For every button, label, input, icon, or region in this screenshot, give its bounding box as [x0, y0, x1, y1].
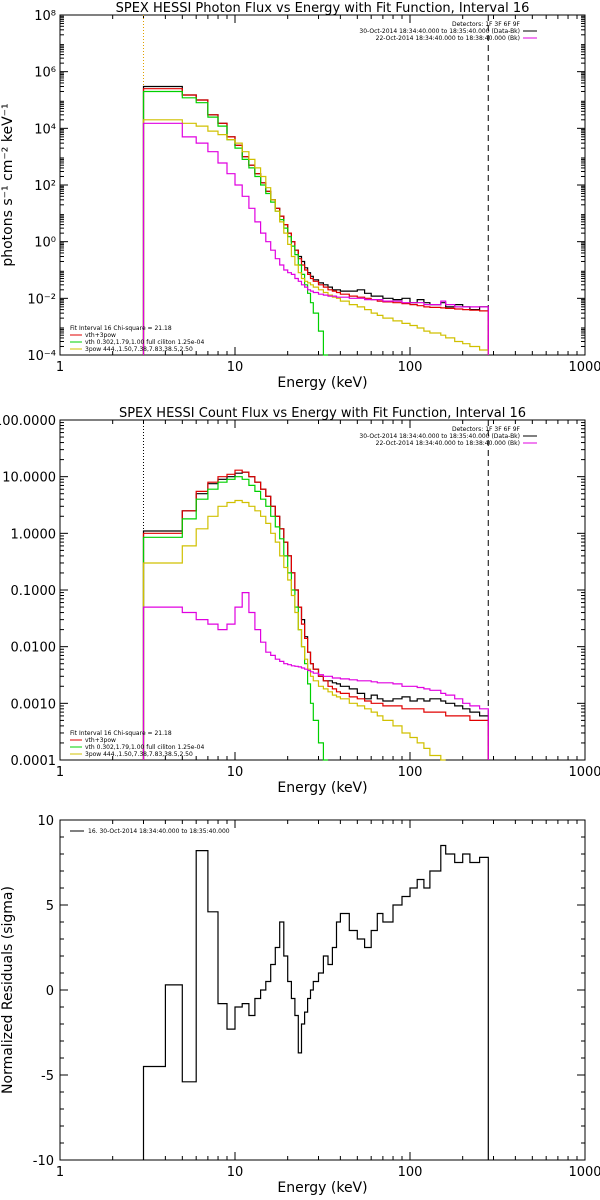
panel3-y-tick-label: 10 [37, 814, 54, 829]
panel2-series-vth-3pow [142, 469, 489, 760]
panel2-axes-frame [59, 419, 586, 761]
panel2-y-tick-label: 0.1000 [11, 584, 57, 599]
panel1-legend-header: Detectors: 1F 3F 6F 9F [452, 21, 521, 28]
panel3-series-16-30-oct-2014-18-34-40- [142, 844, 489, 1160]
panel2-series-3pow [142, 499, 446, 761]
panel2-series-data-bk [142, 471, 489, 760]
panel2-fit-legend-entry: vth+3pow [85, 737, 116, 744]
panel1-series-vth [142, 90, 328, 356]
panel2-title: SPEX HESSI Count Flux vs Energy with Fit… [119, 406, 526, 421]
panel1-axes-frame [59, 14, 586, 356]
panel2-legend-entry: 30-Oct-2014 18:34:40.000 to 18:35:40.000… [359, 433, 520, 440]
panel2-y-tick-label: 0.0001 [11, 754, 57, 769]
panel1-y-axis-label: photons s⁻¹ cm⁻² keV⁻¹ [0, 103, 16, 266]
panel2-y-tick-label: 0.0010 [11, 697, 57, 712]
panel2-legend-entry: 22-Oct-2014 18:34:40.000 to 18:38:40.000… [376, 440, 520, 447]
panel1-y-tick-label: 10² [34, 179, 56, 194]
panel1-legend-entry: 30-Oct-2014 18:34:40.000 to 18:35:40.000… [359, 28, 520, 35]
panel3-y-tick-label: -5 [41, 1069, 54, 1084]
panel1-y-tick-label: 10⁰ [34, 236, 56, 251]
panel1-fit-legend-entry: 3pow 444.,1.50,7.38,7.83,38.5,2.50 [85, 346, 193, 353]
panel1-y-tick-label: 10⁸ [34, 9, 56, 24]
panel2-series-vth [142, 476, 328, 761]
panel1-y-tick-label: 10⁴ [34, 122, 56, 137]
panel1-series-data-bk [142, 85, 489, 355]
panel1-series-bk [142, 122, 489, 355]
panel1-x-tick-label: 10 [227, 360, 244, 375]
panel2-fit-legend-entry: vth 0.302,1.79,1.00 full ciliton 1.25e-0… [85, 744, 204, 751]
panel2-y-tick-label: 100.0000 [0, 414, 56, 429]
panel1-fit-legend-entry: vth+3pow [85, 332, 116, 339]
panel2-y-tick-label: 10.0000 [2, 471, 56, 486]
panel2-y-tick-label: 0.0100 [11, 641, 57, 656]
panel3-y-tick-label: 5 [46, 899, 54, 914]
panel3-legend-entry: 16. 30-Oct-2014 18:34:40.000 to 18:35:40… [88, 828, 230, 835]
panel1-y-tick-label: 10⁻² [27, 292, 56, 307]
panel3-y-axis-label: Normalized Residuals (sigma) [0, 886, 16, 1094]
panel1-x-tick-label: 100 [398, 360, 423, 375]
panel3-x-tick-label: 10 [227, 1165, 244, 1180]
panel1-fit-legend-entry: vth 0.302,1.79,1.00 full ciliton 1.25e-0… [85, 339, 204, 346]
panel3-x-tick-label: 1 [56, 1165, 64, 1180]
panel3-axes-frame [59, 819, 586, 1161]
panel3-y-tick-label: 0 [46, 984, 54, 999]
panel3-x-tick-label: 1000 [568, 1165, 600, 1180]
panel2-x-tick-label: 10 [227, 765, 244, 780]
panel2-x-tick-label: 1 [56, 765, 64, 780]
panel1-x-tick-label: 1000 [568, 360, 600, 375]
panel2-x-tick-label: 1000 [568, 765, 600, 780]
panel2-fit-legend-header: Fit Interval 16 Chi-square = 21.18 [70, 730, 172, 737]
panel2-fit-legend-entry: 3pow 444.,1.50,7.38,7.83,38.5,2.50 [85, 751, 193, 758]
panel1-legend-entry: 22-Oct-2014 18:34:40.000 to 18:38:40.000… [376, 35, 520, 42]
panel1-series-vth-3pow [142, 88, 489, 355]
panel3-x-tick-label: 100 [398, 1165, 423, 1180]
panel1-fit-legend-header: Fit Interval 16 Chi-square = 21.18 [70, 325, 172, 332]
panel1-y-tick-label: 10⁶ [34, 66, 56, 81]
panel1-series-3pow [142, 119, 489, 355]
panel3-x-axis-label: Energy (keV) [277, 1180, 367, 1196]
panel1-x-axis-label: Energy (keV) [277, 375, 367, 391]
panel1-title: SPEX HESSI Photon Flux vs Energy with Fi… [116, 1, 530, 16]
panel1-y-tick-label: 10⁻⁴ [27, 349, 56, 364]
panel2-x-axis-label: Energy (keV) [277, 780, 367, 796]
panel1-x-tick-label: 1 [56, 360, 64, 375]
panel2-series-bk [142, 592, 489, 760]
panel2-legend-header: Detectors: 1F 3F 6F 9F [452, 426, 521, 433]
panel2-y-tick-label: 1.0000 [11, 527, 57, 542]
panel3-y-tick-label: -10 [33, 1154, 54, 1169]
panel2-x-tick-label: 100 [398, 765, 423, 780]
